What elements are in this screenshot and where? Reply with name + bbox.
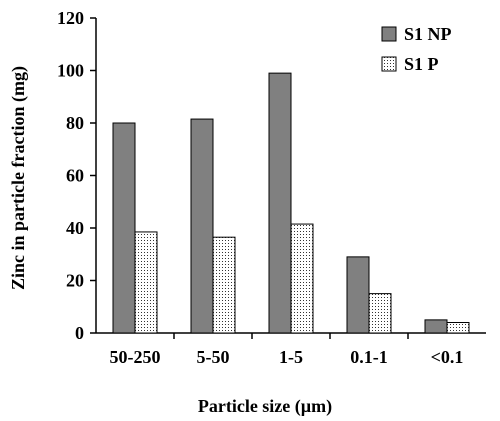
legend-label: S1 NP	[404, 24, 452, 44]
legend: S1 NP S1 P	[381, 24, 452, 74]
y-tick-label: 60	[66, 166, 84, 186]
x-tick-label: 0.1-1	[350, 347, 388, 367]
legend-swatch	[381, 26, 397, 42]
legend-swatch	[381, 56, 397, 72]
bar-s1-np	[190, 118, 214, 334]
bar-s1-np	[268, 72, 292, 334]
x-tick-label: 5-50	[197, 347, 230, 367]
y-axis-title: Zinc in particle fraction (mg)	[8, 66, 29, 290]
x-tick-label: 50-250	[110, 347, 161, 367]
bar-s1-p	[134, 231, 158, 334]
bar-s1-p	[446, 322, 470, 334]
x-tick-label: 1-5	[279, 347, 303, 367]
y-axis-ticks: 0 20 40 60 80 100 120	[57, 8, 96, 343]
y-tick-label: 80	[66, 113, 84, 133]
x-axis-ticks: 50-250 5-50 1-5 0.1-1 <0.1	[110, 333, 464, 367]
bar-s1-np	[346, 256, 370, 334]
bar-s1-p	[368, 293, 392, 334]
bars	[112, 72, 470, 334]
bar-s1-p	[212, 236, 236, 334]
y-tick-label: 0	[75, 323, 84, 343]
x-axis-title: Particle size (µm)	[198, 396, 332, 417]
bar-s1-np	[112, 122, 136, 334]
legend-label: S1 P	[404, 54, 439, 74]
y-tick-label: 100	[57, 61, 84, 81]
x-tick-label: <0.1	[431, 347, 464, 367]
bar-s1-p	[290, 223, 314, 334]
y-tick-label: 40	[66, 218, 84, 238]
bar-s1-np	[424, 319, 448, 334]
y-tick-label: 20	[66, 271, 84, 291]
y-tick-label: 120	[57, 8, 84, 28]
